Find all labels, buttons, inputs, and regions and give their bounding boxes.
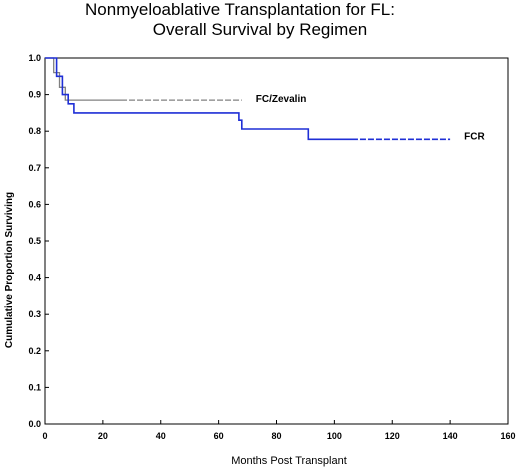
x-tick-label: 160 <box>500 431 515 441</box>
x-tick-label: 0 <box>42 431 47 441</box>
y-tick-label: 0.2 <box>28 346 41 356</box>
x-axis-label: Months Post Transplant <box>231 455 347 467</box>
series-line-fcr <box>45 57 451 141</box>
series-label-fc-zevalin: FC/Zevalin <box>256 94 307 105</box>
axes: 0 20 40 60 80 100 120 140 160 0.0 0.1 0.2 0.3 0.4 0.5 0… <box>28 53 515 441</box>
y-axis-label: Cumulative Proportion Surviving <box>4 192 15 348</box>
x-tick-label: 100 <box>327 431 342 441</box>
x-tick-label: 40 <box>156 431 166 441</box>
x-tick-label: 60 <box>214 431 224 441</box>
x-tick-label: 80 <box>271 431 281 441</box>
chart-title: Nonmyeloablative Transplantation for FL: <box>85 0 395 19</box>
x-tick-label: 120 <box>385 431 400 441</box>
y-tick-label: 1.0 <box>28 53 41 63</box>
series-lines: FC/Zevalin FCR <box>45 57 485 142</box>
x-tick-label: 20 <box>98 431 108 441</box>
x-tick-label: 140 <box>443 431 458 441</box>
series-line-fc-zevalin <box>45 57 242 101</box>
y-tick-label: 0.4 <box>28 273 41 283</box>
y-tick-label: 0.8 <box>28 126 41 136</box>
y-tick-label: 0.5 <box>28 236 41 246</box>
y-tick-label: 0.3 <box>28 309 41 319</box>
y-tick-label: 0.1 <box>28 382 41 392</box>
y-tick-label: 0.6 <box>28 199 41 209</box>
chart-subtitle: Overall Survival by Regimen <box>152 20 368 39</box>
y-tick-label: 0.0 <box>28 419 41 429</box>
series-label-fcr: FCR <box>464 131 485 142</box>
y-tick-label: 0.7 <box>28 163 41 173</box>
y-tick-label: 0.9 <box>28 90 41 100</box>
